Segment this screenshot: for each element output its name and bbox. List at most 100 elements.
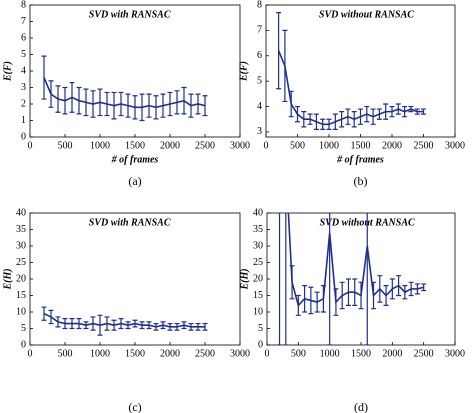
error-bar	[160, 321, 166, 330]
error-bar	[118, 91, 124, 117]
y-axis-label: E(F)	[2, 61, 13, 82]
error-bar	[55, 316, 61, 328]
error-bar	[202, 322, 208, 331]
x-tick-label: 0	[265, 348, 270, 359]
error-bar	[132, 319, 138, 328]
y-tick-label: 35	[16, 224, 26, 235]
y-tick-label: 25	[253, 257, 263, 268]
y-tick-label: 20	[253, 273, 263, 284]
error-bar	[371, 281, 377, 310]
error-bar	[396, 275, 402, 297]
error-bar	[295, 105, 300, 123]
plot-area	[41, 55, 208, 122]
error-bar	[389, 105, 395, 118]
error-bar	[139, 321, 145, 330]
y-tick-label: 5	[21, 49, 26, 60]
data-line	[277, 50, 424, 126]
y-tick-label: 3	[257, 126, 262, 137]
y-tick-label: 4	[21, 65, 26, 76]
panel-title: SVD without RANSAC	[319, 9, 414, 20]
error-bar	[69, 318, 75, 330]
error-bar	[97, 314, 103, 336]
error-bar	[320, 118, 326, 130]
error-bar	[313, 113, 319, 130]
error-bar	[118, 318, 124, 330]
plot-area	[276, 12, 426, 130]
panel-caption: (d)	[354, 400, 368, 413]
error-bar	[307, 113, 313, 125]
y-tick-label: 30	[16, 240, 26, 251]
x-tick-label: 1500	[125, 140, 145, 151]
error-bar	[327, 213, 333, 345]
error-bar	[320, 285, 326, 313]
error-bar	[421, 108, 426, 115]
error-bar	[125, 93, 131, 118]
error-bar	[125, 321, 131, 330]
plot-area	[41, 306, 208, 336]
error-bar	[55, 85, 61, 113]
panel-caption: (b)	[354, 174, 368, 188]
error-bar	[174, 322, 180, 331]
y-tick-label: 0	[21, 131, 26, 142]
error-bar	[283, 213, 289, 345]
error-bar	[408, 281, 414, 297]
x-tick-label: 3000	[445, 140, 465, 151]
error-bar	[153, 322, 159, 331]
y-tick-label: 10	[16, 306, 26, 317]
error-bar	[174, 90, 180, 115]
error-bar	[339, 281, 345, 310]
error-bar	[289, 265, 295, 300]
x-tick-label: 2000	[160, 348, 180, 359]
x-tick-label: 1000	[90, 140, 110, 151]
y-tick-label: 15	[16, 290, 26, 301]
error-bar	[97, 88, 103, 117]
error-bar	[352, 278, 358, 306]
data-line	[43, 77, 206, 109]
error-bar	[62, 318, 68, 330]
y-tick-label: 5	[21, 323, 26, 334]
x-tick-label: 500	[58, 140, 73, 151]
error-bar	[364, 213, 370, 345]
y-tick-label: 6	[257, 50, 262, 61]
y-tick-label: 40	[16, 207, 26, 218]
x-tick-label: 1000	[90, 348, 110, 359]
x-tick-label: 2500	[195, 140, 215, 151]
x-tick-label: 2000	[160, 140, 180, 151]
x-tick-label: 2000	[382, 348, 402, 359]
error-bar	[188, 322, 194, 331]
error-bar	[188, 93, 194, 118]
x-tick-label: 1000	[319, 140, 339, 151]
error-bar	[195, 93, 201, 115]
error-bar	[351, 111, 357, 128]
panel-title: SVD with RANSAC	[89, 217, 171, 228]
error-bar	[90, 316, 96, 331]
error-bar	[111, 91, 117, 120]
error-bar	[414, 108, 420, 115]
error-bar	[308, 286, 314, 315]
y-tick-label: 5	[257, 75, 262, 86]
error-bar	[83, 321, 89, 330]
x-tick-label: 0	[28, 140, 33, 151]
axes-box	[266, 212, 456, 346]
panel-caption: (a)	[128, 174, 141, 188]
error-bar	[48, 80, 54, 108]
error-bar	[139, 93, 145, 122]
y-tick-label: 10	[253, 306, 263, 317]
panel-caption: (c)	[128, 400, 141, 413]
x-tick-label: 3000	[230, 348, 250, 359]
error-bar	[181, 86, 187, 115]
error-bar	[76, 86, 82, 115]
error-bar	[104, 316, 110, 331]
x-tick-label: 500	[291, 348, 306, 359]
x-tick-label: 1500	[125, 348, 145, 359]
x-tick-label: 3000	[230, 140, 250, 151]
error-bar	[364, 105, 370, 123]
error-bar	[160, 93, 166, 118]
error-bar	[276, 12, 282, 90]
error-bar	[314, 291, 320, 313]
x-tick-label: 0	[28, 348, 33, 359]
error-bar	[408, 105, 414, 113]
y-tick-label: 8	[257, 0, 262, 10]
error-bar	[90, 90, 96, 118]
y-tick-label: 5	[258, 323, 263, 334]
